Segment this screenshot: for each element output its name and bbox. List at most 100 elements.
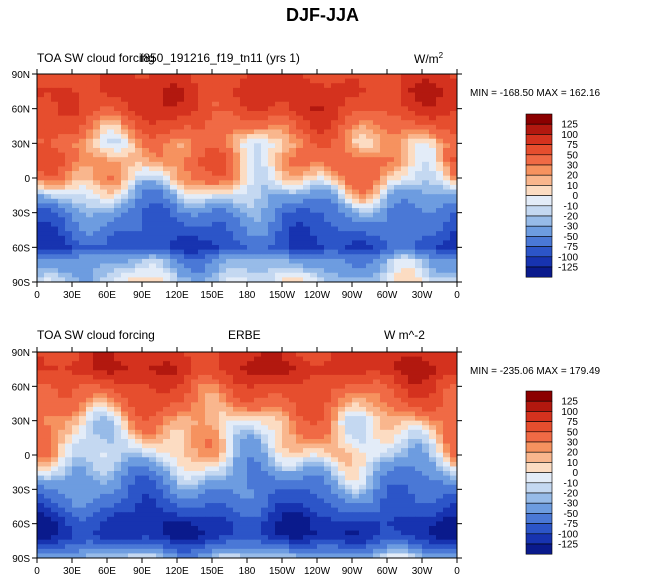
field-cell — [380, 97, 388, 103]
field-cell — [142, 240, 150, 246]
field-cell — [261, 166, 269, 172]
field-cell — [170, 374, 178, 380]
field-cell — [58, 411, 66, 417]
field-cell — [163, 452, 171, 458]
field-cell — [247, 361, 255, 367]
field-cell — [37, 512, 45, 518]
field-cell — [303, 438, 311, 444]
field-cell — [254, 484, 262, 490]
field-cell — [345, 434, 353, 440]
field-cell — [121, 152, 129, 158]
field-cell — [86, 411, 94, 417]
field-cell — [86, 101, 94, 107]
field-cell — [100, 352, 108, 357]
field-cell — [275, 87, 283, 93]
field-cell — [191, 503, 199, 509]
field-cell — [107, 254, 115, 260]
field-cell — [170, 379, 178, 385]
field-cell — [93, 388, 101, 394]
field-cell — [142, 171, 150, 177]
field-cell — [359, 217, 367, 223]
field-cell — [44, 402, 52, 408]
field-cell — [184, 157, 192, 163]
field-cell — [212, 83, 220, 89]
field-cell — [86, 466, 94, 472]
field-cell — [58, 434, 66, 440]
field-cell — [366, 152, 374, 158]
field-cell — [387, 184, 395, 190]
field-cell — [296, 240, 304, 246]
field-cell — [317, 512, 325, 518]
field-cell — [156, 379, 164, 385]
field-cell — [198, 512, 206, 518]
field-cell — [352, 420, 360, 426]
field-cell — [331, 466, 339, 472]
field-cell — [436, 245, 444, 251]
field-cell — [233, 263, 241, 269]
field-cell — [86, 138, 94, 144]
field-cell — [275, 397, 283, 403]
field-cell — [443, 74, 451, 80]
x-tick-label: 30W — [412, 290, 433, 301]
field-cell — [163, 231, 171, 237]
field-cell — [93, 512, 101, 518]
field-cell — [128, 397, 136, 403]
field-cell — [387, 263, 395, 269]
field-cell — [436, 489, 444, 495]
field-cell — [436, 203, 444, 209]
field-cell — [184, 471, 192, 476]
field-cell — [149, 263, 157, 269]
field-cell — [184, 268, 192, 274]
field-cell — [72, 457, 80, 463]
field-cell — [338, 157, 346, 163]
field-cell — [338, 475, 346, 481]
field-cell — [184, 512, 192, 518]
field-cell — [72, 411, 80, 417]
field-cell — [401, 217, 409, 223]
field-cell — [44, 466, 52, 472]
field-cell — [226, 277, 234, 283]
field-cell — [317, 361, 325, 367]
field-cell — [310, 498, 318, 504]
field-cell — [100, 475, 108, 481]
field-cell — [191, 249, 199, 255]
field-cell — [380, 124, 388, 130]
field-cell — [93, 110, 101, 116]
field-cell — [268, 370, 276, 376]
field-cell — [79, 198, 87, 204]
field-cell — [100, 457, 108, 463]
field-cell — [128, 97, 136, 103]
field-cell — [436, 240, 444, 246]
field-cell — [352, 249, 360, 255]
field-cell — [254, 198, 262, 204]
field-cell — [198, 475, 206, 481]
field-cell — [58, 443, 66, 449]
field-cell — [359, 180, 367, 186]
field-cell — [205, 245, 213, 251]
field-cell — [303, 443, 311, 449]
field-cell — [436, 110, 444, 116]
field-cell — [296, 503, 304, 509]
field-cell — [121, 493, 129, 499]
field-cell — [72, 87, 80, 93]
field-cell — [380, 379, 388, 385]
field-cell — [380, 184, 388, 190]
field-cell — [373, 161, 381, 167]
field-cell — [289, 429, 297, 435]
field-cell — [37, 471, 45, 476]
field-cell — [212, 208, 220, 214]
field-cell — [121, 254, 129, 260]
field-cell — [387, 258, 395, 264]
field-cell — [247, 388, 255, 394]
field-cell — [261, 268, 269, 274]
field-cell — [191, 493, 199, 499]
field-cell — [44, 194, 52, 200]
field-cell — [422, 268, 430, 274]
field-cell — [359, 74, 367, 80]
field-cell — [37, 277, 45, 283]
field-cell — [79, 516, 87, 522]
field-cell — [135, 249, 143, 255]
field-cell — [296, 498, 304, 504]
field-cell — [324, 258, 332, 264]
field-cell — [338, 461, 346, 467]
